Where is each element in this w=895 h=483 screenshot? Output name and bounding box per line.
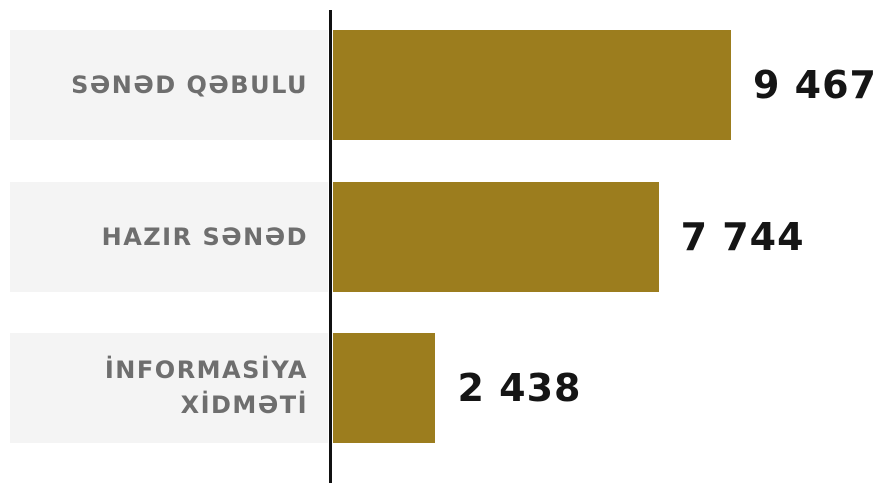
value-label: 7 744 — [680, 215, 805, 259]
category-label: HAZIR SƏNƏD — [101, 222, 308, 251]
axis-line — [329, 10, 332, 483]
bar — [333, 30, 731, 140]
value-label: 9 467 — [753, 63, 877, 107]
category-box: HAZIR SƏNƏD — [10, 182, 328, 292]
category-box: SƏNƏD QƏBULU — [10, 30, 328, 140]
bar — [333, 182, 659, 292]
bar — [333, 333, 436, 443]
category-box: İNFORMASİYA XİDMƏTİ — [10, 333, 328, 443]
category-label: İNFORMASİYA XİDMƏTİ — [104, 356, 308, 419]
value-label: 2 438 — [457, 366, 582, 410]
category-label: SƏNƏD QƏBULU — [71, 70, 308, 99]
